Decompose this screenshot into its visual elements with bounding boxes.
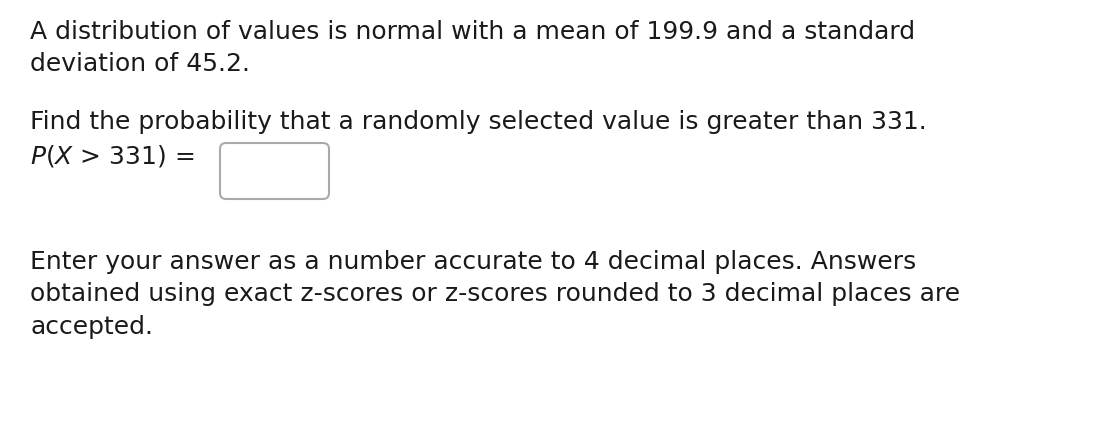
Text: A distribution of values is normal with a mean of 199.9 and a standard: A distribution of values is normal with … [30,20,915,44]
Text: obtained using exact z-scores or z-scores rounded to 3 decimal places are: obtained using exact z-scores or z-score… [30,282,961,306]
FancyBboxPatch shape [220,143,329,199]
Text: accepted.: accepted. [30,315,153,339]
Text: $\it{P}$($\it{X}$ > 331) =: $\it{P}$($\it{X}$ > 331) = [30,143,195,169]
Text: deviation of 45.2.: deviation of 45.2. [30,52,250,76]
Text: Find the probability that a randomly selected value is greater than 331.: Find the probability that a randomly sel… [30,110,926,134]
Text: Enter your answer as a number accurate to 4 decimal places. Answers: Enter your answer as a number accurate t… [30,250,916,274]
